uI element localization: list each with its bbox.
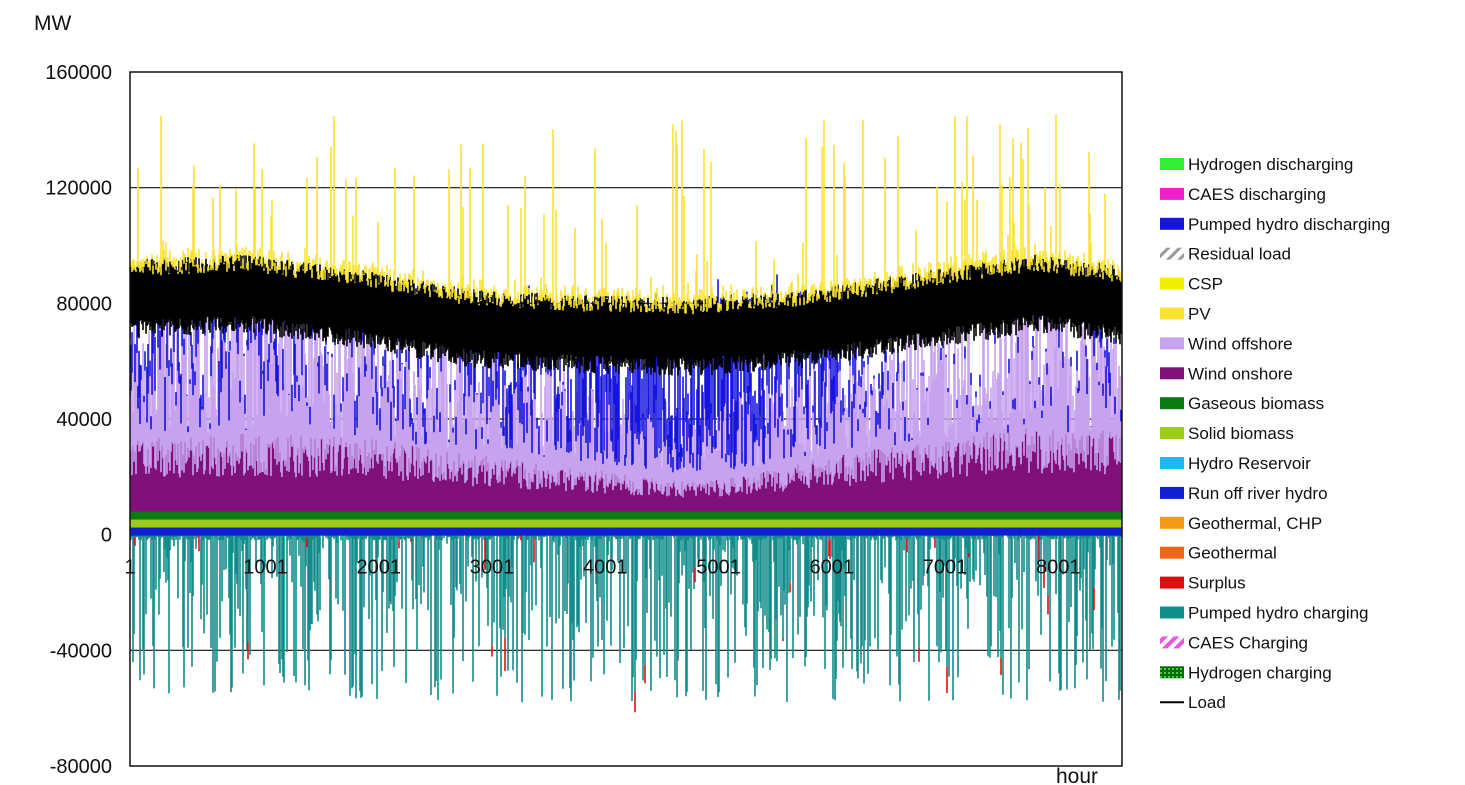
legend-swatch: [1160, 606, 1184, 619]
x-axis-label: hour: [1056, 765, 1098, 785]
y-axis: 160000 120000 80000 40000 0 -40000 -80000: [45, 62, 112, 778]
x-tick-label: 6001: [810, 557, 855, 579]
y-tick-label: 80000: [56, 293, 112, 315]
series-run-off-river-hydro-area: [130, 527, 1122, 535]
x-tick-label: 1: [124, 557, 135, 579]
legend-swatch: [1160, 158, 1184, 170]
y-tick-label: 40000: [56, 409, 112, 431]
legend-swatch: [1160, 187, 1184, 200]
legend-item: Wind offshore: [1160, 334, 1293, 353]
legend-label: Run off river hydro: [1188, 484, 1328, 503]
legend-item: Geothermal: [1160, 544, 1277, 563]
series-wind-offshore: [130, 293, 1122, 498]
x-tick-label: 2001: [357, 557, 402, 579]
series-load-area: [130, 254, 1122, 376]
y-tick-label: -40000: [50, 640, 112, 662]
legend-label: Wind offshore: [1188, 334, 1293, 353]
legend-swatch: [1160, 247, 1184, 260]
legend-swatch: [1160, 457, 1184, 469]
legend-label: Hydrogen charging: [1188, 663, 1332, 682]
legend-item: Hydrogen charging: [1160, 663, 1332, 682]
legend-label: Solid biomass: [1188, 424, 1294, 443]
x-tick-label: 1001: [243, 557, 288, 579]
legend-item: Pumped hydro discharging: [1160, 215, 1390, 234]
legend: Hydrogen discharging CAES discharging Pump…: [1160, 155, 1390, 712]
x-tick-label: 3001: [470, 557, 514, 579]
legend-item: Run off river hydro: [1160, 484, 1328, 503]
legend-label: Surplus: [1188, 574, 1246, 593]
legend-item: Hydrogen discharging: [1160, 155, 1353, 174]
legend-item: Solid biomass: [1160, 424, 1294, 443]
legend-label: CAES discharging: [1188, 185, 1326, 204]
legend-swatch: [1160, 486, 1184, 499]
legend-label: Gaseous biomass: [1188, 394, 1324, 413]
series-pv: [130, 114, 1122, 315]
legend-label: Geothermal: [1188, 544, 1277, 563]
x-tick-label: 4001: [583, 557, 628, 579]
legend-swatch: [1160, 546, 1184, 559]
legend-swatch: [1160, 367, 1184, 380]
legend-item: Load: [1160, 693, 1226, 712]
legend-label: PV: [1188, 305, 1211, 324]
legend-label: Residual load: [1188, 245, 1291, 264]
legend-item: Gaseous biomass: [1160, 394, 1324, 413]
y-tick-label: 160000: [45, 62, 112, 84]
legend-item: Wind onshore: [1160, 364, 1293, 383]
legend-label: Hydro Reservoir: [1188, 454, 1311, 473]
series-surplus: [134, 534, 1095, 713]
legend-swatch: [1160, 666, 1184, 679]
y-tick-label: 0: [101, 525, 112, 547]
series-wind-onshore-area: [130, 428, 1122, 512]
y-tick-label: 120000: [45, 178, 112, 200]
series-solid-biomass-area: [130, 519, 1122, 528]
legend-swatch: [1160, 337, 1184, 350]
series-wind-offshore-area: [130, 293, 1122, 498]
legend-item: PV: [1160, 305, 1211, 324]
legend-label: Load: [1188, 693, 1226, 712]
legend-item: Surplus: [1160, 574, 1246, 593]
series-load: [130, 254, 1122, 376]
series-gaseous-biomass: [130, 511, 1122, 520]
series-solid-biomass: [130, 519, 1122, 528]
legend-label: CSP: [1188, 275, 1223, 294]
legend-swatch: [1160, 277, 1184, 290]
legend-label: Pumped hydro discharging: [1188, 215, 1390, 234]
legend-item: Residual load: [1160, 245, 1291, 264]
legend-item: Pumped hydro charging: [1160, 604, 1369, 623]
legend-swatch: [1160, 307, 1184, 320]
series-gaseous-biomass-area: [130, 511, 1122, 520]
series-pv-area: [130, 114, 1122, 315]
legend-label: Hydrogen discharging: [1188, 155, 1353, 174]
legend-item: CAES Charging: [1160, 633, 1308, 652]
y-tick-label: -80000: [50, 756, 112, 778]
legend-swatch: [1160, 217, 1184, 230]
legend-swatch: [1160, 576, 1184, 589]
series-wind-onshore: [130, 428, 1122, 512]
legend-label: CAES Charging: [1188, 633, 1308, 652]
legend-item: CAES discharging: [1160, 185, 1326, 204]
x-tick-label: 7001: [923, 557, 968, 579]
legend-swatch: [1160, 427, 1184, 440]
legend-swatch: [1160, 516, 1184, 529]
legend-swatch: [1160, 397, 1184, 410]
legend-item: Hydro Reservoir: [1160, 454, 1311, 473]
legend-item: CSP: [1160, 275, 1223, 294]
x-tick-label: 8001: [1036, 557, 1081, 579]
legend-label: Wind onshore: [1188, 364, 1293, 383]
plot-frame: [129, 71, 1123, 767]
x-axis: 1 1001 2001 3001 4001 5001 6001 7001 8001: [124, 557, 1080, 579]
legend-label: Pumped hydro charging: [1188, 604, 1369, 623]
series-run-off-river-hydro: [130, 527, 1122, 535]
legend-swatch: [1160, 636, 1184, 649]
y-axis-unit-label: MW: [34, 12, 71, 35]
data-layer: [130, 114, 1122, 713]
series-surplus-area: [134, 534, 1095, 713]
x-tick-label: 5001: [696, 557, 741, 579]
legend-label: Geothermal, CHP: [1188, 514, 1322, 533]
legend-item: Geothermal, CHP: [1160, 514, 1322, 533]
